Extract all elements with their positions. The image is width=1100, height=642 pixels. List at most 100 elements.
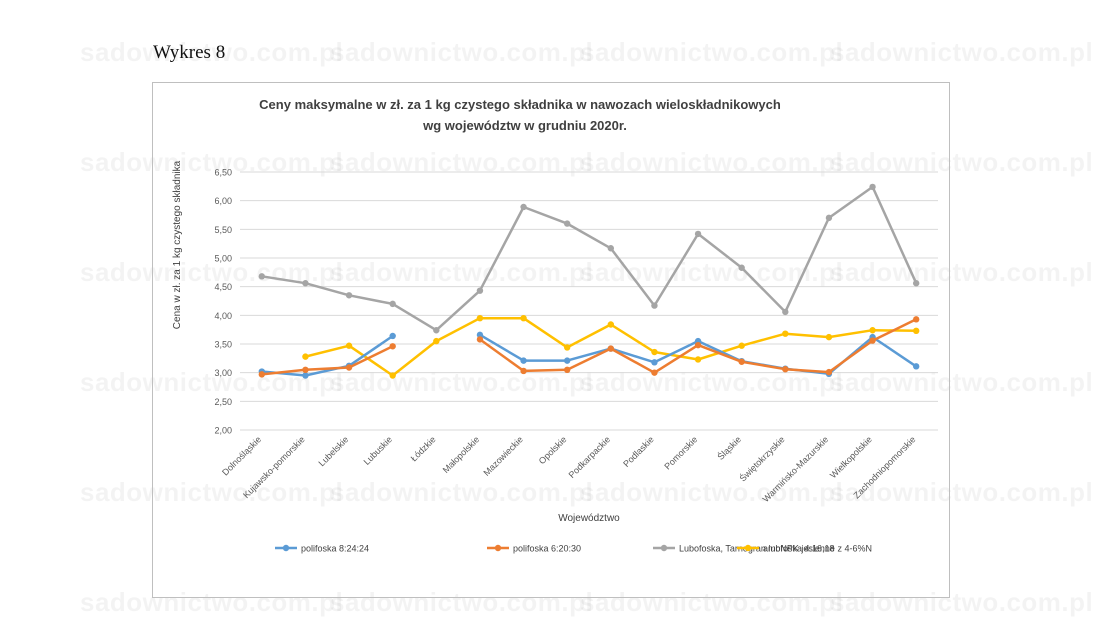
x-tick-label: Wielkopolskie xyxy=(828,434,874,480)
data-point xyxy=(302,366,309,373)
x-tick-label: Śląskie xyxy=(715,434,743,462)
data-point xyxy=(694,230,702,238)
x-tick-label: Lubelskie xyxy=(317,434,351,468)
x-tick-label: Łódzkie xyxy=(409,434,438,463)
data-point xyxy=(476,336,484,343)
data-point xyxy=(476,331,484,339)
y-tick-label: 2,50 xyxy=(214,397,232,407)
watermark-text: sadownictwo.com.pl xyxy=(830,477,1093,508)
data-point xyxy=(433,337,440,345)
legend-marker xyxy=(660,544,668,552)
data-point xyxy=(302,280,309,287)
data-point xyxy=(520,315,527,322)
data-point xyxy=(563,344,571,351)
data-point xyxy=(607,321,615,328)
data-point xyxy=(869,183,876,191)
x-tick-label: Świętokrzyskie xyxy=(737,434,787,484)
data-point xyxy=(825,333,833,341)
data-point xyxy=(302,353,309,360)
data-point xyxy=(433,327,440,334)
y-tick-label: 2,00 xyxy=(214,426,232,436)
data-point xyxy=(563,357,571,364)
chart-frame xyxy=(152,82,950,598)
data-point xyxy=(651,359,658,366)
data-point xyxy=(912,327,920,335)
watermark-text: sadownictwo.com.pl xyxy=(830,587,1093,618)
data-point xyxy=(651,348,658,356)
x-tick-label: Mazowieckie xyxy=(481,434,525,478)
series-lines xyxy=(258,183,920,379)
watermark-text: sadownictwo.com.pl xyxy=(830,367,1093,398)
watermark-text: sadownictwo.com.pl xyxy=(830,37,1093,68)
data-point xyxy=(520,357,527,364)
legend-label: polifoska 6:20:30 xyxy=(513,544,581,554)
data-point xyxy=(389,300,396,308)
watermark-text: sadownictwo.com.pl xyxy=(330,477,593,508)
series-line xyxy=(261,185,918,332)
y-tick-label: 6,50 xyxy=(214,168,232,178)
data-point xyxy=(912,363,920,370)
watermark-text: sadownictwo.com.pl xyxy=(330,587,593,618)
x-tick-label: Podlaskie xyxy=(621,434,656,469)
watermark-text: sadownictwo.com.pl xyxy=(80,477,343,508)
data-point xyxy=(258,371,266,378)
data-point xyxy=(738,342,745,349)
x-axis-label: Województwo xyxy=(558,513,620,524)
series-line xyxy=(261,334,394,377)
x-tick-label: Małopolskie xyxy=(441,434,482,475)
data-point xyxy=(520,367,527,375)
legend-marker xyxy=(744,544,752,552)
data-point xyxy=(738,358,745,365)
data-point xyxy=(782,308,789,316)
x-tick-label: Podkarpackie xyxy=(567,434,613,480)
x-tick-label: Dolnośląskie xyxy=(220,434,263,477)
watermark-text: sadownictwo.com.pl xyxy=(80,367,343,398)
y-tick-label: 5,00 xyxy=(214,254,232,264)
legend-label: amofoska 4:16;18 xyxy=(763,544,835,554)
chart-title-line2: wg województw w grudniu 2020r. xyxy=(422,118,627,133)
legend-marker xyxy=(282,544,290,552)
data-point xyxy=(345,342,353,349)
legend: polifoska 8:24:24 polifoska 6:20:30 Lubofo… xyxy=(275,544,872,554)
series-line xyxy=(261,345,394,376)
data-point xyxy=(694,341,702,349)
data-point xyxy=(912,316,920,323)
y-tick-label: 5,50 xyxy=(214,225,232,235)
gridlines xyxy=(240,171,938,431)
data-point xyxy=(389,332,396,340)
data-point xyxy=(389,372,396,379)
watermark-text: sadownictwo.com.pl xyxy=(580,37,843,68)
data-point xyxy=(651,369,658,376)
data-point xyxy=(738,264,745,271)
data-point xyxy=(782,330,789,337)
data-point xyxy=(563,366,571,373)
data-point xyxy=(476,287,484,294)
y-axis-label: Cena w zł. za 1 kg czystego składnika xyxy=(172,160,183,329)
legend-label: Lubofoska, Tarnogran lubNPK jesienne z 4… xyxy=(679,544,872,554)
data-point xyxy=(345,364,353,371)
legend-marker xyxy=(494,544,502,552)
data-point xyxy=(607,245,615,252)
watermark-text: sadownictwo.com.pl xyxy=(580,587,843,618)
y-tick-label: 3,00 xyxy=(214,368,232,378)
watermark-text: sadownictwo.com.pl xyxy=(580,477,843,508)
data-point xyxy=(563,220,571,227)
data-point xyxy=(782,366,789,373)
data-point xyxy=(869,337,876,344)
data-point xyxy=(607,345,615,352)
x-tick-label: Lubuskie xyxy=(362,434,395,467)
y-axis-ticks: 2,00 2,50 3,00 3,50 4,00 4,50 5,00 5,50 6,00 6,50 xyxy=(214,168,232,436)
data-point xyxy=(302,372,309,379)
y-tick-label: 6,00 xyxy=(214,196,232,206)
x-tick-label: Opolskie xyxy=(537,434,569,466)
y-tick-label: 4,00 xyxy=(214,311,232,321)
x-tick-label: Pomorskie xyxy=(662,434,699,471)
watermark-text: sadownictwo.com.pl xyxy=(80,587,343,618)
chart-title-line1: Ceny maksymalne w zł. za 1 kg czystego s… xyxy=(259,97,781,112)
data-point xyxy=(825,368,833,376)
data-point xyxy=(869,327,876,334)
watermark-text: sadownictwo.com.pl xyxy=(830,257,1093,288)
data-point xyxy=(520,203,527,211)
